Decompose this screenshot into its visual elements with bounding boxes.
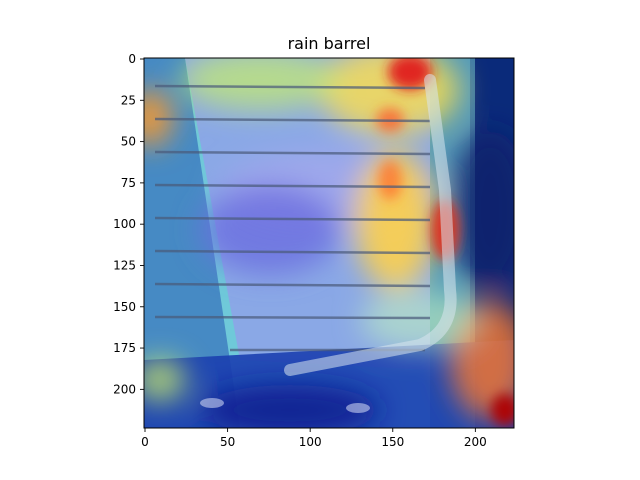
downspout-pipe (284, 74, 457, 376)
y-tick-label: 175 (113, 341, 136, 355)
heat-blobs (144, 58, 514, 428)
chart-title: rain barrel (288, 34, 371, 53)
y-tick-label: 0 (128, 52, 136, 66)
x-tick-label: 100 (299, 435, 322, 449)
y-tick-label: 75 (121, 176, 136, 190)
y-tick-label: 25 (121, 93, 136, 107)
x-tick-label: 50 (220, 435, 235, 449)
y-axis: 0 25 50 75 100 125 150 175 200 (113, 52, 144, 396)
x-tick-label: 200 (464, 435, 487, 449)
y-tick-label: 125 (113, 258, 136, 272)
y-tick-label: 50 (121, 135, 136, 149)
bottom-dark-spot (346, 403, 370, 413)
barrel-ribs (154, 84, 431, 352)
heat-peaks (376, 58, 514, 426)
x-tick-label: 150 (381, 435, 404, 449)
y-tick-label: 100 (113, 217, 136, 231)
x-axis: 0 50 100 150 200 (141, 428, 487, 449)
bottom-dark-spot (200, 398, 224, 408)
y-tick-label: 200 (113, 382, 136, 396)
y-tick-label: 150 (113, 300, 136, 314)
heatmap-plot-area (144, 58, 514, 428)
x-tick-label: 0 (141, 435, 149, 449)
axes-frame (143, 57, 515, 429)
